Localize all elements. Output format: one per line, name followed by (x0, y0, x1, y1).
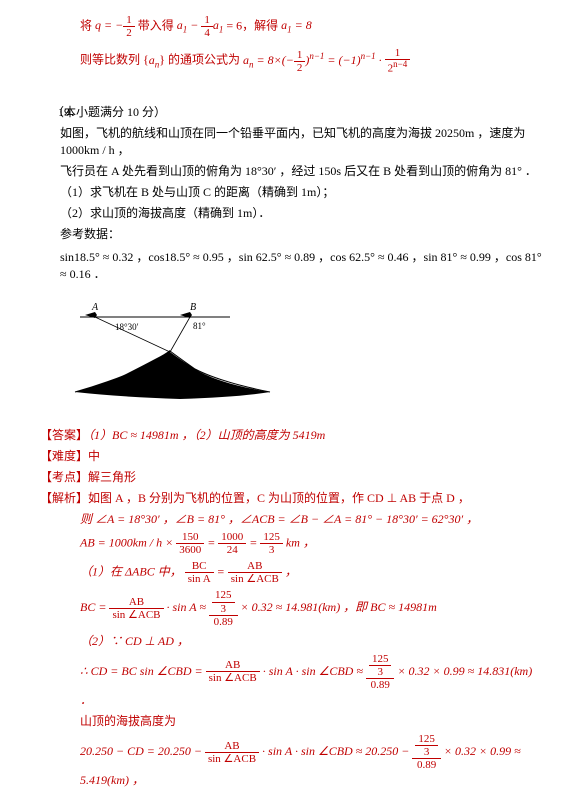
t: BC = (80, 600, 109, 614)
t: km ， (286, 535, 315, 549)
t: × 0.32 ≈ 14.981(km) ，即 BC ≈ 14981m (241, 600, 437, 614)
d: 3 (260, 544, 283, 556)
q19-header: 19． （本小题满分 10 分） (40, 103, 544, 120)
solution-line: 【解析】如图 A ，B 分别为飞机的位置，C 为山顶的位置，作 CD ⊥ AB … (40, 489, 544, 506)
n: 125 (415, 733, 438, 746)
t: ∴ CD = BC sin ∠CBD = (80, 664, 206, 678)
n: 1 (123, 14, 135, 27)
t: = 8 (292, 18, 312, 32)
d: 3 (212, 603, 235, 615)
n: 1 (201, 14, 213, 27)
sol-p8: 山顶的海拔高度为 (80, 712, 544, 729)
t: = (217, 565, 228, 579)
t: · sin A · sin ∠CBD ≈ 20.250 − (262, 744, 412, 758)
angle-2: 81° (193, 321, 206, 331)
d: 3 (415, 746, 438, 758)
e: n−4 (393, 59, 407, 69)
d: 0.89 (209, 616, 238, 628)
d: 4 (201, 27, 213, 39)
q19-p4: （2）求山顶的海拔高度（精确到 1m）． (60, 204, 544, 221)
sol-p3: AB = 1000km / h × 1503600 = 100024 = 125… (80, 531, 544, 556)
t: = 8× (254, 53, 282, 67)
n: 1000 (218, 531, 246, 544)
t: · (376, 53, 385, 67)
prev-solution-line1: 将 q = −12 带入得 a1 − 14a1 = 6，解得 a1 = 8 (80, 14, 544, 39)
angle-1: 18°30′ (115, 322, 139, 332)
t: 则等比数列 { (80, 53, 149, 67)
t: = (207, 535, 218, 549)
n: 125 (212, 589, 235, 602)
kp-line: 【考点】解三角形 (40, 468, 544, 485)
t: 将 (80, 18, 95, 32)
d: 0.89 (412, 759, 441, 771)
d: sin ∠ACB (109, 609, 163, 621)
d: sin A (185, 573, 214, 585)
d: 2 (294, 62, 306, 74)
n: AB (205, 740, 259, 753)
d: 3600 (176, 544, 204, 556)
d: 2 (123, 27, 135, 39)
t: q = − (95, 18, 123, 32)
t: AB = 1000km / h × (80, 535, 176, 549)
sol-p2: 则 ∠A = 18°30′ ，∠B = 81° ，∠ACB = ∠B − ∠A … (80, 510, 544, 527)
sol-p4: （1）在 ΔABC 中， BCsin A = ABsin ∠ACB ， (80, 560, 544, 585)
t: } 的通项公式为 (159, 53, 243, 67)
d: 0.89 (366, 679, 395, 691)
n: 1 (294, 49, 306, 62)
label-B: B (190, 302, 196, 313)
mountain-diagram: A B 18°30′ 81° (70, 297, 544, 411)
q19-p1: 如图，飞机的航线和山顶在同一个铅垂平面内，已知飞机的高度为海拔 20250m ，… (60, 124, 544, 158)
answer-label: 【答案】 (40, 428, 88, 442)
t: = (−1) (324, 53, 360, 67)
t: 20.250 − CD = 20.250 − (80, 744, 205, 758)
n: 150 (176, 531, 204, 544)
t: · sin A ≈ (167, 600, 210, 614)
s: 1 (219, 25, 224, 35)
kp-text: 解三角形 (88, 470, 136, 484)
d: 3 (369, 666, 392, 678)
n: 125 (260, 531, 283, 544)
d: sin ∠ACB (206, 672, 260, 684)
n: 125 (369, 653, 392, 666)
n: AB (206, 659, 260, 672)
q19-p2: 飞行员在 A 处先看到山顶的俯角为 18°30′ ，经过 150s 后又在 B … (60, 162, 544, 179)
d: 24 (218, 544, 246, 556)
question-number: 19． (58, 103, 82, 120)
sol-p6: （2）∵ CD ⊥ AD ， (80, 632, 544, 649)
prev-solution-line2: 则等比数列 {an} 的通项公式为 an = 8×(−12)n−1 = (−1)… (80, 47, 544, 75)
e: n−1 (361, 51, 376, 61)
t: ， (285, 565, 297, 579)
answer-text: （1）BC ≈ 14981m ，（2）山顶的高度为 5419m (88, 428, 325, 442)
label-A: A (91, 302, 99, 313)
t: （1）在 ΔABC 中， (80, 565, 182, 579)
sol-p1: 如图 A ，B 分别为飞机的位置，C 为山顶的位置，作 CD ⊥ AB 于点 D… (88, 491, 470, 505)
kp-label: 【考点】 (40, 470, 88, 484)
d: sin ∠ACB (205, 753, 259, 765)
t: (− (282, 53, 294, 67)
difficulty-text: 中 (88, 449, 100, 463)
q19-p3: （1）求飞机在 B 处与山顶 C 的距离（精确到 1m）； (60, 183, 544, 200)
difficulty-line: 【难度】中 (40, 447, 544, 464)
t: = (249, 535, 260, 549)
d: sin ∠ACB (228, 573, 282, 585)
n: AB (109, 596, 163, 609)
sol-p9: 20.250 − CD = 20.250 − ABsin ∠ACB · sin … (80, 733, 544, 788)
e: n−1 (309, 51, 324, 61)
t: 带入得 (138, 18, 177, 32)
t: − (187, 18, 201, 32)
n: BC (185, 560, 214, 573)
q19-ref-label: 参考数据： (60, 225, 544, 242)
answer-line: 【答案】（1）BC ≈ 14981m ，（2）山顶的高度为 5419m (40, 426, 544, 443)
t: · sin A · sin ∠CBD ≈ (263, 664, 366, 678)
n: AB (228, 560, 282, 573)
sol-p7: ∴ CD = BC sin ∠CBD = ABsin ∠ACB · sin A … (80, 653, 544, 708)
sol-p5: BC = ABsin ∠ACB · sin A ≈ 12530.89 × 0.3… (80, 589, 544, 627)
difficulty-label: 【难度】 (40, 449, 88, 463)
solution-label: 【解析】 (40, 491, 88, 505)
t: = 6，解得 (226, 18, 281, 32)
q19-trig-data: sin18.5° ≈ 0.32 ，cos18.5° ≈ 0.95 ，sin 62… (60, 248, 544, 282)
